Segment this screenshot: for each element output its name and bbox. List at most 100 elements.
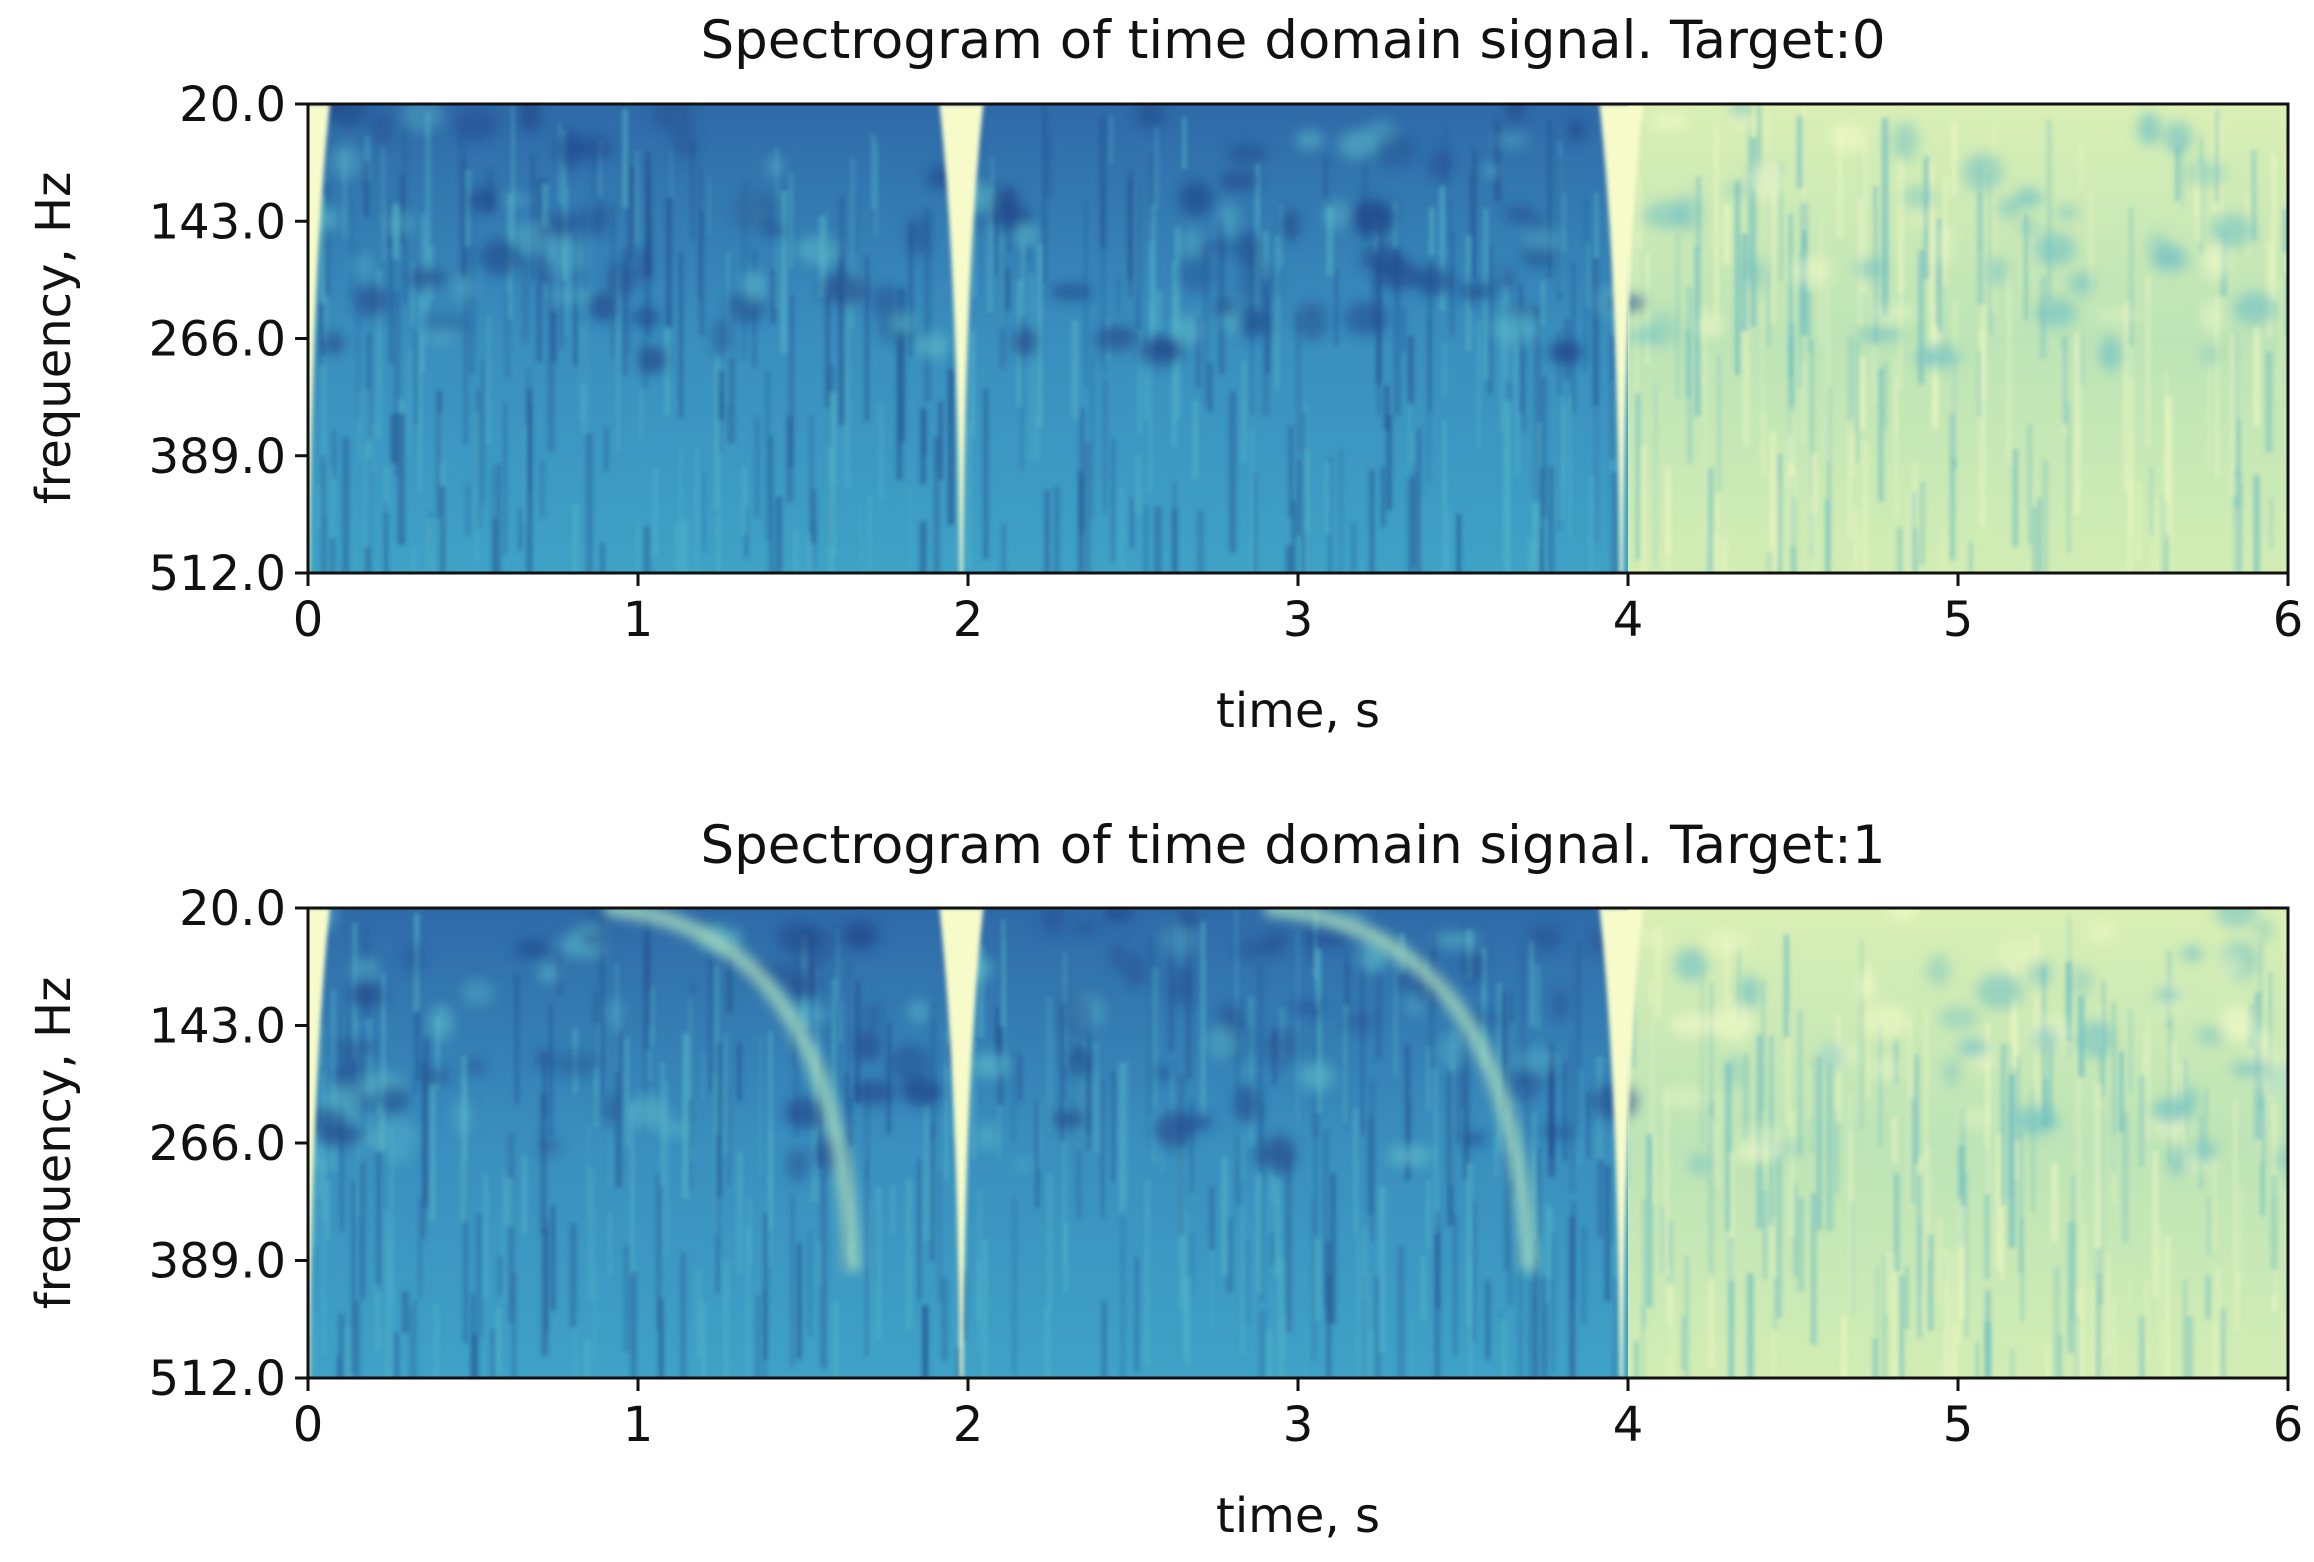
heatmap-cell — [690, 141, 695, 241]
heatmap-cell — [2233, 1100, 2237, 1272]
heatmap-cell — [977, 1188, 982, 1355]
heatmap-cell — [986, 207, 1033, 225]
heatmap-cell — [1811, 1059, 1814, 1153]
heatmap-cell — [1407, 336, 1414, 405]
heatmap-cell — [825, 293, 831, 408]
heatmap-cell — [1259, 1102, 1265, 1303]
heatmap-cell — [2269, 972, 2272, 1094]
heatmap-cell — [430, 1083, 435, 1221]
heatmap-cell — [1802, 104, 1806, 231]
heatmap-cell — [1701, 963, 1704, 1143]
heatmap-cell — [350, 196, 353, 299]
heatmap-cell — [318, 1023, 324, 1068]
heatmap-cell — [702, 471, 706, 553]
heatmap-cell — [2000, 1043, 2006, 1206]
heatmap-cell — [1255, 163, 1261, 313]
heatmap-cell — [1855, 328, 1903, 342]
heatmap-cell — [429, 1004, 453, 1041]
heatmap-cell — [2137, 112, 2162, 146]
heatmap-cell — [923, 1105, 930, 1241]
heatmap-cell — [1951, 122, 1957, 195]
heatmap-cell — [1245, 1240, 1249, 1326]
heatmap-cell — [622, 108, 628, 208]
heatmap-cell — [539, 459, 545, 519]
heatmap-cell — [2078, 334, 2085, 386]
heatmap-cell — [1173, 482, 1177, 573]
heatmap-cell — [1987, 256, 2008, 287]
heatmap-cell — [330, 143, 362, 180]
heatmap-cell — [1237, 304, 1270, 339]
heatmap-cell — [878, 403, 884, 500]
heatmap-cell — [1881, 117, 1889, 316]
heatmap-cell — [2214, 110, 2219, 203]
heatmap-cell — [1405, 1044, 1410, 1181]
heatmap-cell — [1028, 272, 1035, 459]
heatmap-cell — [970, 988, 977, 1159]
heatmap-cell — [1111, 438, 1115, 561]
heatmap-cell — [836, 929, 839, 1002]
heatmap-cell — [1995, 1134, 2002, 1271]
heatmap-cell — [1531, 1149, 1538, 1258]
heatmap-cell — [1013, 1198, 1016, 1375]
heatmap-cell — [1943, 1058, 1960, 1087]
heatmap-cell — [1891, 121, 1919, 162]
heatmap-cell — [1930, 236, 1954, 265]
heatmap-cell — [1685, 1255, 1689, 1378]
heatmap-cell — [1442, 343, 1447, 397]
heatmap-cell — [2136, 480, 2142, 561]
heatmap-cell — [1790, 475, 1794, 573]
heatmap-cell — [1257, 965, 1264, 1147]
heatmap-cell — [572, 503, 578, 573]
heatmap-cell — [504, 402, 507, 555]
heatmap-cell — [1094, 1042, 1099, 1153]
heatmap-cell — [1741, 233, 1748, 332]
heatmap-cell — [1810, 340, 1814, 504]
heatmap-cell — [322, 1161, 326, 1355]
heatmap-cell — [1274, 1177, 1281, 1276]
heatmap-cell — [791, 1195, 794, 1367]
heatmap-cell — [411, 262, 415, 326]
heatmap-cell — [1809, 491, 1814, 545]
y-tick-label: 143.0 — [149, 999, 286, 1055]
heatmap-cell — [1090, 354, 1094, 520]
heatmap-cell — [1872, 1057, 1901, 1080]
heatmap-cell — [664, 1083, 669, 1256]
heatmap-cell — [1121, 1218, 1125, 1378]
heatmap-cell — [535, 177, 543, 363]
heatmap-cell — [1102, 908, 1133, 923]
heatmap-cell — [1428, 261, 1432, 412]
heatmap-cell — [1847, 426, 1852, 540]
heatmap-cell — [2251, 150, 2257, 241]
heatmap-cell — [371, 423, 375, 473]
panel-title: Spectrogram of time domain signal. Targe… — [700, 10, 1885, 71]
heatmap-cell — [2233, 469, 2238, 573]
heatmap-cell — [1182, 116, 1187, 170]
heatmap-cell — [2111, 1136, 2117, 1206]
heatmap-cell — [1149, 939, 1153, 1115]
heatmap-cell — [908, 486, 912, 573]
heatmap-cell — [875, 1187, 882, 1341]
heatmap-cell — [1397, 1245, 1405, 1378]
heatmap-cell — [708, 949, 712, 1093]
heatmap-cell — [2193, 1140, 2218, 1163]
heatmap-cell — [2151, 536, 2155, 573]
heatmap-cell — [574, 1312, 577, 1378]
heatmap-cell — [827, 1020, 831, 1075]
heatmap-cell — [816, 969, 819, 1095]
heatmap-cell — [843, 290, 851, 488]
heatmap-cell — [1259, 1310, 1266, 1378]
heatmap-cell — [606, 997, 623, 1030]
heatmap-cell — [522, 1156, 527, 1235]
heatmap-cell — [1975, 1342, 1979, 1378]
heatmap-cell — [780, 190, 787, 354]
heatmap-cell — [1314, 1132, 1317, 1236]
heatmap-cell — [1285, 1152, 1292, 1333]
x-tick-label: 6 — [2273, 592, 2304, 648]
heatmap-cell — [688, 1098, 692, 1192]
heatmap-cell — [1879, 1024, 1882, 1147]
heatmap-cell — [1044, 1306, 1051, 1378]
heatmap-cell — [1960, 1206, 1965, 1320]
heatmap-cell — [1468, 1261, 1473, 1378]
heatmap-cell — [1291, 501, 1296, 573]
heatmap-cell — [2030, 959, 2051, 989]
